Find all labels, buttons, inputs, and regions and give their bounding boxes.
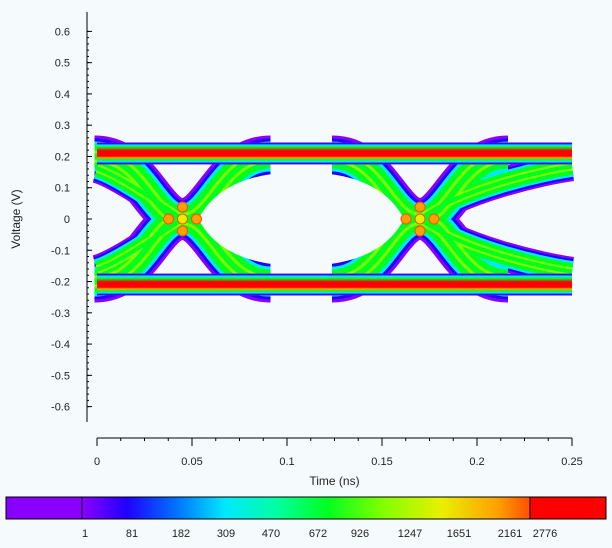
x-tick-label: 0.15 [371, 456, 392, 468]
crossing-density-marker [414, 201, 426, 213]
y-tick-label: 0.4 [55, 89, 70, 101]
crossing-density-marker [177, 201, 188, 213]
colorbar-label: 81 [126, 528, 138, 540]
x-tick-label: 0.25 [561, 456, 582, 468]
crossing-density-marker [177, 213, 188, 225]
crossing-density-marker [428, 213, 440, 225]
left-edge-band [96, 217, 184, 272]
y-tick-label: 0.6 [55, 26, 70, 38]
low-level-band [97, 273, 572, 296]
colorbar-label: 182 [172, 528, 190, 540]
right-edge-band [418, 164, 573, 221]
colorbar-label: 1651 [447, 528, 471, 540]
colorbar-high-cap [530, 497, 606, 519]
x-tick-label: 0 [94, 456, 100, 468]
x-tick-label: 0.1 [279, 456, 294, 468]
crossing-density-marker [414, 225, 426, 237]
crossing-density-marker [400, 213, 412, 225]
colorbar-label: 2776 [533, 528, 557, 540]
x-axis-title: Time (ns) [309, 474, 359, 488]
right-edge-band [418, 217, 573, 274]
y-tick-label: -0.4 [51, 339, 70, 351]
y-tick-label: -0.1 [51, 245, 70, 257]
y-axis-title: Voltage (V) [9, 189, 23, 248]
colorbar-low-cap [6, 497, 82, 519]
colorbar-label: 1 [82, 528, 88, 540]
colorbar-label: 926 [351, 528, 369, 540]
colorbar-ramp [82, 497, 530, 519]
x-tick-label: 0.05 [181, 456, 202, 468]
colorbar-label: 309 [217, 528, 235, 540]
eye-opening [198, 172, 404, 266]
colorbar-label: 1247 [398, 528, 422, 540]
colorbar-label: 2161 [498, 528, 522, 540]
crossing-density-marker [163, 213, 174, 225]
y-tick-label: 0 [64, 214, 70, 226]
colorbar-label: 672 [309, 528, 327, 540]
y-tick-label: 0.2 [55, 151, 70, 163]
eye-diagram-traces [92, 135, 575, 303]
left-edge-band [96, 166, 184, 221]
y-tick-label: 0.1 [55, 183, 70, 195]
crossing-density-marker [414, 213, 426, 225]
high-level-band [97, 142, 572, 165]
crossing-density-marker [177, 225, 188, 237]
y-tick-label: -0.2 [51, 277, 70, 289]
x-tick-label: 0.2 [469, 456, 484, 468]
y-tick-label: -0.6 [51, 402, 70, 414]
y-tick-label: 0.5 [55, 58, 70, 70]
y-tick-label: -0.5 [51, 370, 70, 382]
y-tick-label: -0.3 [51, 308, 70, 320]
crossing-density-marker [191, 213, 202, 225]
colorbar-label: 470 [262, 528, 280, 540]
colorbar-frame [5, 496, 607, 520]
y-tick-label: 0.3 [55, 120, 70, 132]
